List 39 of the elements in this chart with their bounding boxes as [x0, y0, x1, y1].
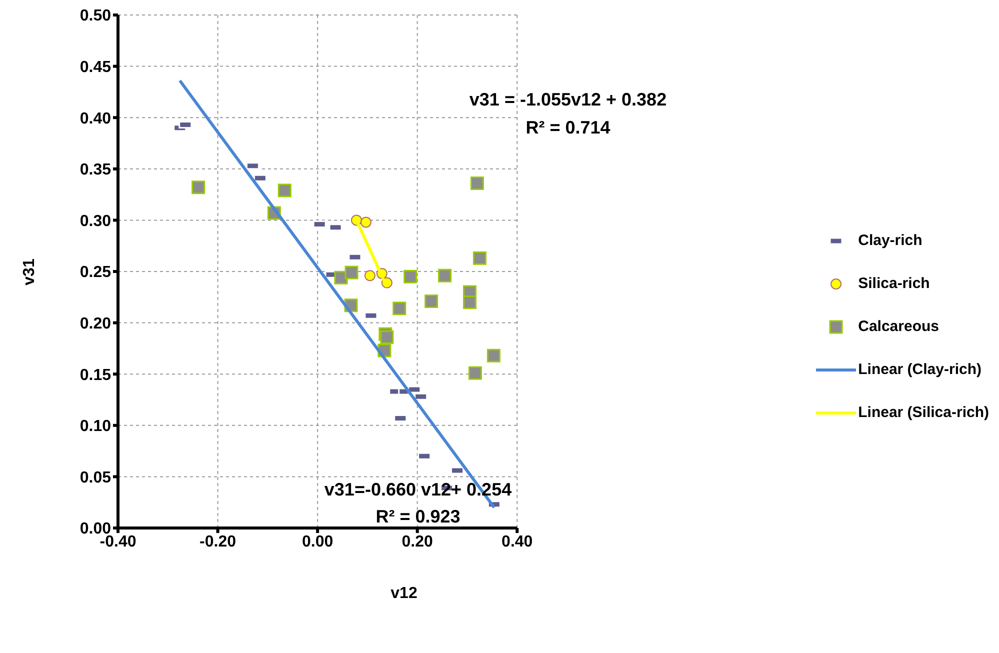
point [344, 266, 358, 280]
legend-label: Clay-rich [858, 232, 922, 249]
annotation: R² = 0.923 [376, 506, 460, 528]
y-tick-label: 0.10 [80, 418, 112, 436]
x-tick-label: -0.20 [200, 533, 236, 550]
y-tick-label: 0.05 [80, 469, 112, 486]
x-tick-label: 0.40 [502, 533, 533, 550]
y-tick-label: 0.45 [80, 58, 112, 76]
point [470, 176, 484, 190]
point [392, 302, 406, 316]
y-tick-label: 0.15 [80, 366, 112, 384]
point [380, 330, 394, 344]
point [462, 296, 476, 310]
y-tick-label: 0.30 [80, 212, 112, 230]
point [438, 268, 452, 282]
text: R² = 0.714 [526, 118, 610, 138]
legend-label: Calcareous [858, 318, 939, 335]
point [192, 180, 206, 194]
legend-label: Linear (Silica-rich) [858, 404, 989, 421]
point [360, 216, 372, 228]
point [486, 348, 500, 362]
y-axis-title: v31 [21, 258, 39, 286]
x-axis-title: v12 [390, 585, 418, 603]
y-tick-label: 0.35 [80, 162, 112, 179]
x-tick-label: 0.00 [302, 533, 334, 550]
y-tick-label: 0.50 [80, 8, 112, 25]
y-tick-label: 0.20 [80, 315, 112, 332]
point [424, 294, 438, 308]
x-tick-label: 0.20 [402, 533, 434, 550]
y-tick-label: 0.25 [80, 264, 112, 282]
y-tick-label: 0.40 [80, 110, 112, 128]
point [468, 366, 482, 380]
point [364, 270, 376, 282]
point [278, 184, 292, 198]
legend-label: Linear (Clay-rich) [858, 361, 982, 378]
point [472, 251, 486, 265]
point [404, 270, 418, 284]
legend-label: Silica-rich [858, 275, 930, 292]
annotation: v31 = -1.055v12 + 0.382 [469, 90, 667, 110]
